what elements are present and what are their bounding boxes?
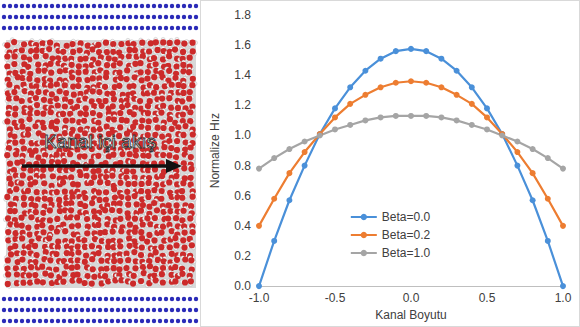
svg-text:0.4: 0.4	[234, 219, 251, 233]
svg-text:-1.0: -1.0	[249, 291, 270, 305]
svg-text:1.4: 1.4	[234, 68, 251, 82]
svg-text:Normalize Hız: Normalize Hız	[208, 113, 222, 188]
svg-text:0.6: 0.6	[234, 189, 251, 203]
svg-text:Beta=0.2: Beta=0.2	[382, 228, 431, 242]
svg-text:Kanal Boyutu: Kanal Boyutu	[375, 308, 446, 322]
svg-text:0.0: 0.0	[403, 291, 420, 305]
svg-text:1.0: 1.0	[234, 128, 251, 142]
svg-text:1.0: 1.0	[555, 291, 572, 305]
svg-text:1.2: 1.2	[234, 98, 251, 112]
svg-text:0.2: 0.2	[234, 249, 251, 263]
svg-text:1.6: 1.6	[234, 38, 251, 52]
svg-text:Beta=1.0: Beta=1.0	[382, 246, 431, 260]
svg-text:1.8: 1.8	[234, 8, 251, 22]
svg-text:0.8: 0.8	[234, 159, 251, 173]
svg-text:0.5: 0.5	[479, 291, 496, 305]
svg-text:-0.5: -0.5	[325, 291, 346, 305]
svg-text:0.0: 0.0	[234, 279, 251, 294]
svg-text:Beta=0.0: Beta=0.0	[382, 210, 431, 224]
svg-text:Kanal içi akış: Kanal içi akış	[44, 131, 156, 152]
